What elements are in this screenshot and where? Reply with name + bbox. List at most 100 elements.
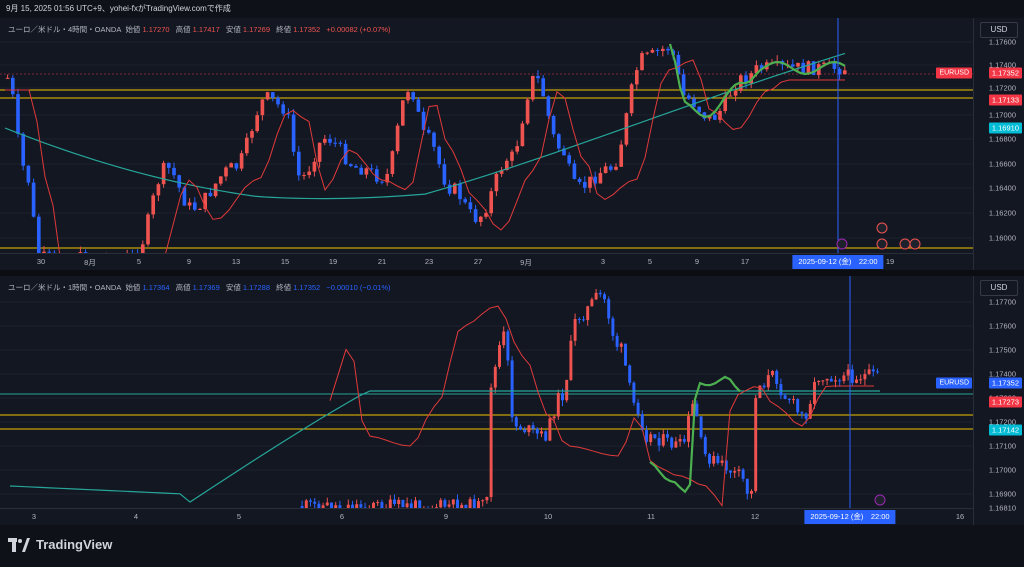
candle-body: [523, 429, 527, 433]
price-chart-1h[interactable]: [0, 276, 974, 509]
candle-body: [744, 75, 748, 84]
candle-body: [369, 168, 374, 170]
candle-body: [561, 393, 564, 401]
candle-body: [458, 183, 462, 200]
candle-body: [796, 62, 800, 67]
candle-body: [515, 146, 520, 152]
candle-body: [695, 403, 699, 417]
candle-body: [804, 413, 808, 419]
price-axis[interactable]: USD 1.17600 1.17400 1.17200 1.17000 1.16800 1…: [973, 18, 1024, 270]
time-tick-label: 17: [740, 257, 750, 266]
candle-body: [716, 455, 720, 463]
candle-body: [463, 199, 468, 203]
moving-average-slow: [4, 52, 846, 200]
smoothed-trend-line: [668, 43, 846, 119]
candle-body: [364, 168, 369, 175]
candle-body: [468, 499, 472, 509]
candle-body: [140, 244, 145, 254]
time-axis[interactable]: 30 8月 5 9 13 15 19 21 23 27 9月 3 5 9 17 19 2025-09-12 (金…: [0, 253, 974, 270]
candle-body: [478, 216, 483, 222]
price-chart-4h[interactable]: [0, 18, 974, 254]
price-tick-label: 1.16600: [988, 159, 1016, 169]
candle-body: [535, 428, 539, 434]
candle-body: [510, 360, 514, 418]
candle-body: [229, 163, 234, 168]
currency-button[interactable]: USD: [980, 22, 1018, 38]
candle-body: [281, 104, 286, 114]
price-tag: 1.17142: [988, 424, 1022, 436]
price-tick-label: 1.17200: [988, 417, 1016, 427]
time-tick-label: 12: [750, 512, 760, 521]
tradingview-logo[interactable]: TradingView: [8, 537, 112, 552]
moving-average-slow: [9, 390, 880, 503]
candle-body: [359, 167, 364, 175]
time-tick-label: 11: [647, 512, 655, 521]
price-tag: 1.17352: [988, 67, 1022, 79]
candle-body: [313, 501, 317, 504]
time-tick-label: 9: [694, 257, 700, 266]
candle-body: [838, 380, 842, 382]
symbol-title: ユーロ／米ドル・4時間・OANDA: [8, 25, 122, 34]
price-axis[interactable]: USD 1.177001.176001.175001.174001.173001…: [973, 276, 1024, 525]
candle-body: [42, 251, 46, 254]
footer: TradingView: [0, 525, 1024, 567]
candle-body: [565, 379, 569, 401]
candle-body: [842, 375, 846, 382]
candle-body: [31, 182, 36, 217]
candle-body: [640, 53, 644, 71]
candle-body: [808, 403, 812, 419]
candle-body: [47, 251, 52, 253]
time-tick-label: 13: [231, 257, 241, 266]
price-tick-label: 1.16000: [988, 233, 1016, 243]
high-value: 1.17369: [192, 283, 220, 292]
candle-body: [477, 501, 480, 509]
time-axis[interactable]: 3 4 5 6 9 10 11 12 16 2025-09-12 (金) 22:00: [0, 508, 974, 525]
candle-body: [832, 62, 837, 69]
tradingview-logo-icon: [8, 537, 30, 552]
candle-body: [10, 77, 15, 95]
candle-body: [182, 187, 187, 206]
candle-body: [556, 393, 560, 417]
candle-body: [328, 138, 332, 143]
candle-body: [649, 434, 653, 442]
panel-separator[interactable]: [0, 270, 1024, 276]
change-value: −0.00010 (−0.01%): [326, 283, 391, 292]
candle-body: [660, 48, 665, 52]
candle-body: [594, 292, 598, 300]
candle-body: [374, 169, 379, 182]
candle-body: [489, 191, 494, 214]
candle-body: [421, 111, 426, 130]
candle-body: [603, 294, 606, 300]
candle-body: [590, 299, 594, 307]
candle-body: [729, 470, 732, 473]
candle-body: [255, 115, 260, 132]
candle-body: [552, 416, 556, 419]
candle-body: [645, 430, 648, 442]
candle-body: [192, 202, 197, 210]
candle-body: [348, 164, 353, 167]
candle-body: [708, 454, 711, 464]
candle-body: [401, 499, 405, 508]
candle-body: [787, 398, 791, 401]
symbol-price-tag: EURUSD: [936, 67, 972, 79]
time-tick-label: 5: [647, 257, 653, 266]
time-tick-label: 27: [473, 257, 483, 266]
candle-body: [608, 166, 613, 170]
candle-body: [758, 385, 762, 399]
candle-body: [636, 402, 640, 415]
candle-body: [151, 195, 156, 215]
candle-body: [650, 49, 655, 53]
candle-body: [615, 335, 619, 347]
candle-body: [437, 146, 442, 165]
candle-body: [871, 369, 875, 372]
currency-button[interactable]: USD: [980, 280, 1018, 296]
chart-panel-1h[interactable]: ユーロ／米ドル・1時間・OANDA 始値 1.17364 高値 1.17369 安値…: [0, 276, 1024, 525]
time-tick-label: 6: [339, 512, 345, 521]
candle-body: [447, 184, 452, 194]
candle-body: [741, 469, 745, 479]
price-tick-label: 1.16400: [988, 183, 1016, 193]
candle-body: [338, 505, 342, 509]
chart-panel-4h[interactable]: ユーロ／米ドル・4時間・OANDA 始値 1.17270 高値 1.17417 安値…: [0, 18, 1024, 270]
candle-body: [414, 500, 417, 509]
candle-body: [846, 369, 850, 376]
